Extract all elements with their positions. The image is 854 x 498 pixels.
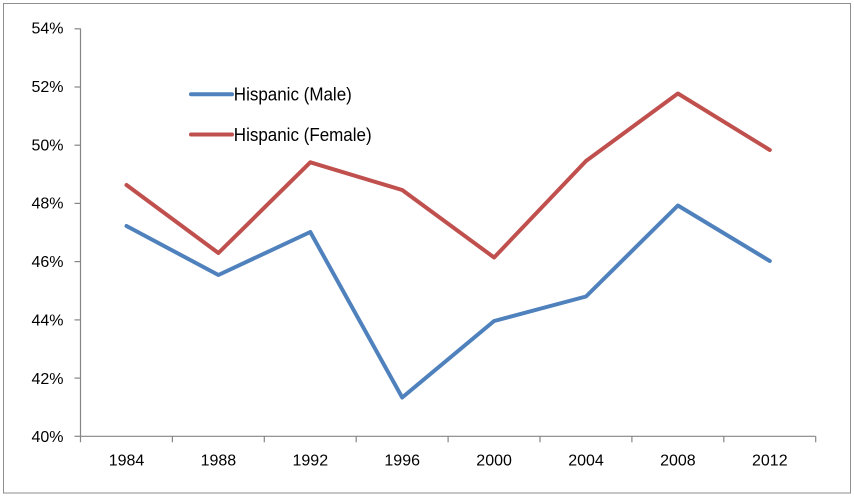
svg-text:46%: 46% bbox=[31, 254, 63, 271]
svg-text:44%: 44% bbox=[31, 313, 63, 330]
svg-text:50%: 50% bbox=[31, 137, 63, 154]
svg-text:2012: 2012 bbox=[752, 452, 788, 469]
svg-text:1984: 1984 bbox=[109, 452, 145, 469]
svg-text:48%: 48% bbox=[31, 196, 63, 213]
svg-text:1996: 1996 bbox=[384, 452, 420, 469]
svg-text:Hispanic (Female): Hispanic (Female) bbox=[234, 124, 372, 145]
svg-text:2000: 2000 bbox=[476, 452, 512, 469]
svg-text:2004: 2004 bbox=[568, 452, 604, 469]
svg-text:54%: 54% bbox=[31, 21, 63, 38]
svg-text:2008: 2008 bbox=[660, 452, 696, 469]
svg-text:52%: 52% bbox=[31, 79, 63, 96]
svg-text:1992: 1992 bbox=[293, 452, 329, 469]
svg-text:42%: 42% bbox=[31, 371, 63, 388]
svg-text:Hispanic (Male): Hispanic (Male) bbox=[234, 84, 352, 105]
svg-text:40%: 40% bbox=[31, 429, 63, 446]
svg-text:1988: 1988 bbox=[201, 452, 237, 469]
